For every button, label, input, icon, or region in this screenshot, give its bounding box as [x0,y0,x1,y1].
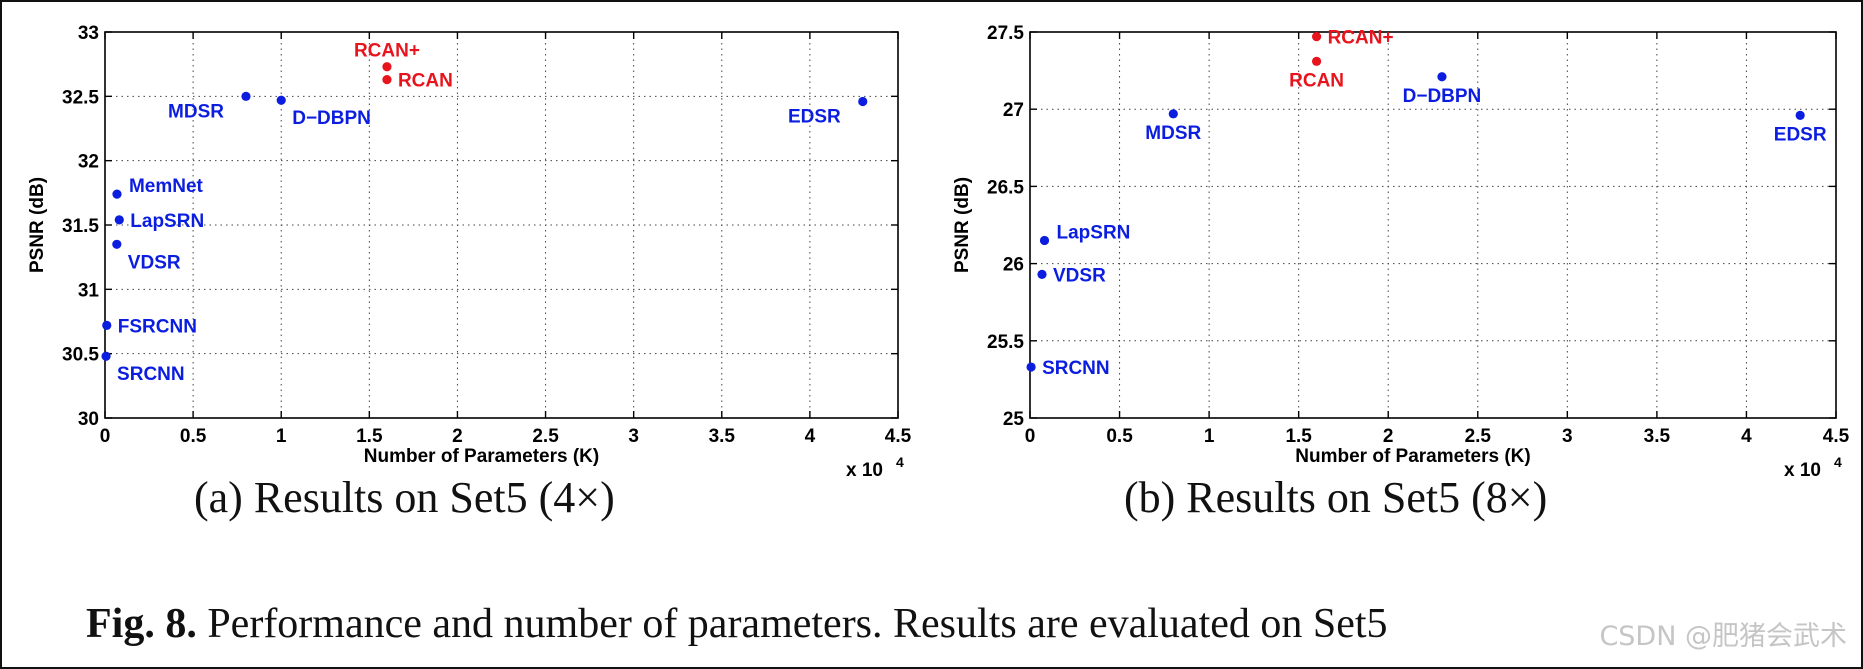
data-point-label: VDSR [128,252,181,273]
data-point-label: EDSR [788,106,841,127]
y-tick-label: 27.5 [987,23,1024,44]
x-tick-label: 3.5 [709,426,736,447]
data-point [1795,110,1805,120]
data-point [1437,72,1447,82]
figure-caption-label: Fig. 8. [86,601,197,647]
x-tick-label: 4.5 [885,426,912,447]
x-tick-label: 2.5 [1465,426,1492,447]
x-tick-label: 0.5 [1106,426,1133,447]
plot-frame [1029,31,1837,419]
data-point-label: RCAN+ [1328,28,1394,49]
data-point-label: VDSR [1053,265,1106,286]
y-tick-label: 30 [78,409,99,430]
data-point [382,75,392,85]
x-tick-label: 3 [628,426,639,447]
y-axis-title: PSNR (dB) [27,177,48,273]
y-tick-label: 30.5 [62,345,99,366]
data-point [101,351,111,361]
x-tick-label: 1.5 [356,426,383,447]
y-tick-label: 26 [1003,255,1024,276]
x-tick-label: 0 [1025,426,1036,447]
subcaption-set5-8x: (b) Results on Set5 (8×) [1124,473,1548,522]
subcaption-set5-4x: (a) Results on Set5 (4×) [194,473,615,522]
plot-area [1030,32,1836,418]
watermark: CSDN @肥猪会武术 [1599,621,1847,652]
data-point [1311,32,1322,42]
data-point [112,189,122,199]
data-point-label: SRCNN [117,364,185,385]
data-point [114,215,124,225]
x-tick-label: 1.5 [1285,426,1312,447]
data-point [1311,56,1322,66]
data-point-label: RCAN [398,71,453,92]
y-tick-label: 32 [78,152,99,173]
data-point [1026,362,1036,372]
data-point-label: MDSR [168,101,224,122]
x-scale-multiplier: x 10 [1784,460,1821,481]
x-tick-label: 3 [1562,426,1573,447]
x-tick-label: 3.5 [1644,426,1671,447]
data-point-label: MDSR [1145,123,1201,144]
x-tick-label: 2.5 [532,426,559,447]
data-point [102,320,112,330]
x-axis-title: Number of Parameters (K) [364,446,599,467]
data-point [382,62,392,72]
y-tick-label: 31.5 [62,216,99,237]
y-tick-label: 32.5 [62,87,99,108]
data-point [112,239,122,249]
x-tick-label: 1 [1204,426,1215,447]
x-scale-multiplier: x 10 [846,460,883,481]
data-point-label: D−DBPN [1403,86,1482,107]
data-point [858,96,868,107]
chart-set5-4x: 0 0.5 1 1.5 2 2.5 3 3.5 4 4.5 30 30.5 31 31.5 32 32.5 33… [27,23,912,481]
data-point-label: LapSRN [1057,222,1131,243]
data-point-label: RCAN [1289,70,1344,91]
figure-caption: Fig. 8. Performance and number of parame… [86,600,1388,648]
figure-caption-text: Performance and number of parameters. Re… [196,601,1388,647]
y-tick-label: 25 [1003,409,1025,430]
data-point-label: EDSR [1774,124,1827,145]
x-axis-title: Number of Parameters (K) [1295,446,1530,467]
data-point [1168,109,1178,119]
chart-set5-8x: 0 0.5 1 1.5 2 2.5 3 3.5 4 4.5 25 25.5 26 26.5 27 27.5 Nu… [952,23,1850,481]
data-point [276,95,286,105]
data-point-label: SRCNN [1042,358,1110,379]
data-point [1039,235,1050,246]
x-tick-label: 0.5 [180,426,207,447]
y-tick-label: 25.5 [987,332,1024,353]
y-tick-label: 26.5 [987,177,1024,198]
x-tick-label: 4.5 [1823,426,1850,447]
data-point-label: LapSRN [130,211,204,232]
data-point [241,91,251,101]
y-tick-label: 27 [1003,100,1024,121]
data-point-label: RCAN+ [354,41,420,62]
data-point-label: MemNet [129,176,204,197]
x-tick-label: 4 [1741,426,1752,447]
x-tick-label: 4 [805,426,816,447]
x-tick-label: 2 [1383,426,1394,447]
y-tick-label: 31 [78,280,100,301]
y-tick-label: 33 [78,23,99,44]
data-point [1037,269,1047,280]
y-axis-title: PSNR (dB) [952,177,973,273]
x-scale-exponent: 4 [1834,454,1842,470]
data-point-label: D−DBPN [292,108,371,129]
x-tick-label: 0 [100,426,111,447]
data-point-label: FSRCNN [118,316,197,337]
x-tick-label: 1 [276,426,287,447]
x-scale-exponent: 4 [896,454,904,470]
x-tick-label: 2 [452,426,463,447]
